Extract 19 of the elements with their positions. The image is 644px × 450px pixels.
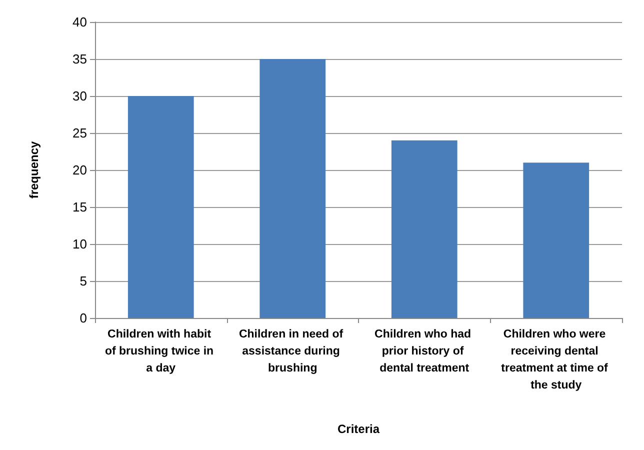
x-tick-label: Children in need of assistance during brushing: [238, 328, 346, 374]
y-tick-label: 20: [72, 162, 87, 178]
x-tick-label: Children who had prior history of dental treatment: [374, 328, 474, 374]
bar: [391, 140, 458, 318]
bar: [523, 162, 590, 318]
y-tick-label: 35: [72, 52, 87, 66]
y-tick-label: 0: [80, 310, 87, 326]
y-tick-label: 30: [72, 88, 87, 104]
y-tick-label: 25: [72, 126, 87, 140]
bar: [260, 59, 326, 318]
y-tick-label: 5: [80, 274, 87, 288]
x-axis-title: Criteria: [337, 422, 380, 436]
y-tick-label: 15: [72, 200, 87, 214]
y-tick-label: 10: [72, 236, 87, 252]
bar: [128, 96, 194, 318]
y-tick-label: 40: [72, 14, 87, 30]
y-axis-title: frequency: [27, 141, 41, 199]
x-tick-label: Children with habit of brushing twice in a day: [104, 328, 217, 374]
x-tick-label: Children who were receiving dental treatment at time of the study: [501, 328, 612, 392]
